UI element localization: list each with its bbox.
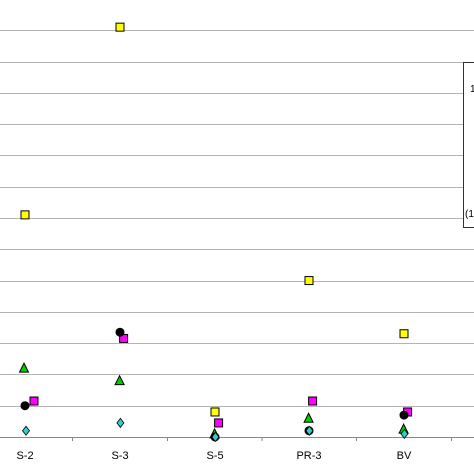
gridlines bbox=[0, 30, 474, 407]
legend-fragment: (1 bbox=[465, 209, 474, 220]
x-tick-label: S-3 bbox=[111, 450, 128, 462]
green-triangle-point bbox=[18, 362, 30, 373]
yellow-square-point bbox=[399, 329, 409, 339]
black-circle-point bbox=[20, 401, 30, 411]
yellow-square-point bbox=[20, 210, 30, 220]
green-triangle-point bbox=[114, 374, 125, 386]
cyan-diamond-point bbox=[305, 425, 314, 436]
yellow-square-point bbox=[115, 22, 125, 32]
legend-fragment: 1 bbox=[470, 84, 474, 95]
black-circle-point bbox=[115, 327, 125, 337]
cyan-diamond-point bbox=[400, 428, 409, 440]
cyan-diamond-point bbox=[211, 431, 220, 443]
black-circle-point bbox=[399, 410, 409, 420]
x-tick-label: PR-3 bbox=[296, 450, 321, 462]
cyan-diamond-point bbox=[21, 425, 31, 436]
x-tick-label: S-5 bbox=[206, 450, 223, 462]
data-points bbox=[18, 22, 413, 443]
x-tick-label: S-2 bbox=[16, 450, 33, 462]
magenta-square-point bbox=[308, 396, 318, 406]
x-tick-labels: S-2 S-3 S-5 PR-3 BV bbox=[16, 437, 452, 462]
magenta-square-point bbox=[29, 396, 39, 406]
legend-box: 1 (1 bbox=[463, 62, 474, 228]
yellow-square-point bbox=[210, 407, 220, 417]
cyan-diamond-point bbox=[116, 417, 125, 429]
yellow-square-point bbox=[304, 276, 314, 286]
magenta-square-point bbox=[214, 418, 224, 428]
x-tick-label: BV bbox=[397, 450, 412, 462]
green-triangle-point bbox=[303, 412, 314, 423]
